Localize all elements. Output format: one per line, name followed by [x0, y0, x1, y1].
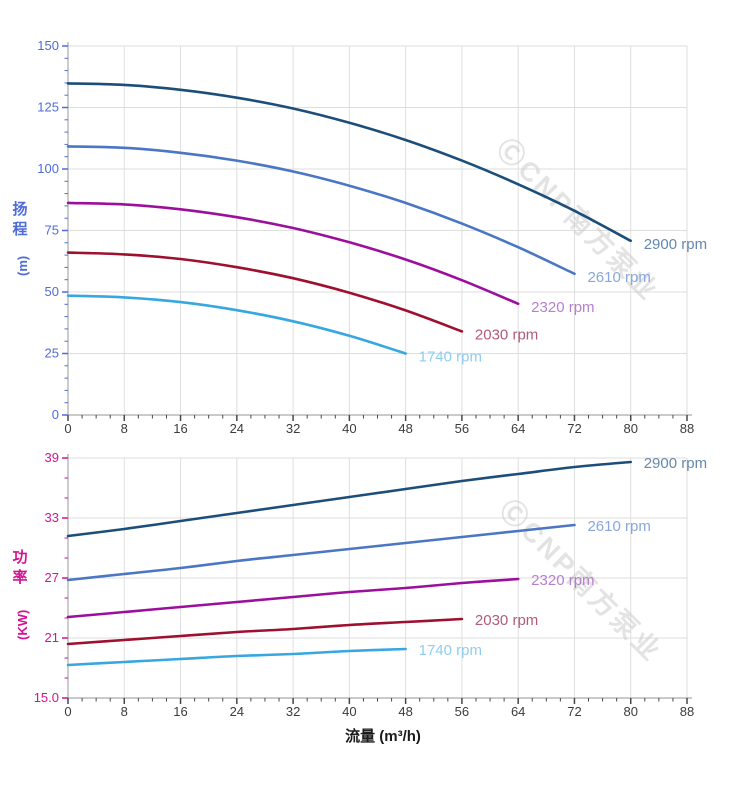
x-tick-label: 0 — [64, 704, 71, 719]
x-tick-label: 24 — [230, 421, 244, 436]
y-tick-label: 15.0 — [34, 690, 59, 705]
series-2320-rpm: 2320 rpm — [66, 201, 595, 316]
x-tick-label: 48 — [398, 704, 412, 719]
series-label: 2030 rpm — [475, 326, 538, 343]
y-axis-title-unit: (m) — [15, 256, 30, 276]
y-tick-label: 75 — [45, 223, 59, 238]
series-curve — [66, 577, 520, 619]
y-axis-title-char: 功 — [12, 549, 27, 566]
y-tick-label: 39 — [45, 450, 59, 465]
series-curve — [66, 647, 407, 667]
y-tick-label: 25 — [45, 346, 59, 361]
y-axis-title-unit: (KW) — [15, 610, 30, 640]
y-axis-title-char: 率 — [12, 568, 27, 586]
series-2610-rpm: 2610 rpm — [66, 145, 651, 286]
y-axis-title-char: 程 — [12, 221, 27, 238]
series-label: 2320 rpm — [531, 572, 594, 589]
axes: 0 8 16 24 32 40 48 56 64 72 80 88 15.0 21 27 33 39 流量 (m³… — [34, 450, 695, 745]
y-axis-title-char: 扬 — [12, 200, 27, 218]
x-tick-label: 8 — [121, 421, 128, 436]
series-1740-rpm: 1740 rpm — [66, 294, 482, 366]
series-curve — [66, 294, 407, 355]
series-curve — [66, 460, 632, 538]
x-tick-label: 48 — [398, 421, 412, 436]
series-curve — [66, 523, 576, 582]
x-tick-label: 32 — [286, 704, 300, 719]
x-tick-label: 64 — [511, 704, 525, 719]
series-curve — [66, 145, 576, 276]
series-2610-rpm: 2610 rpm — [66, 518, 651, 582]
series-2320-rpm: 2320 rpm — [66, 572, 595, 619]
x-tick-label: 80 — [623, 421, 637, 436]
series-label: 2900 rpm — [644, 455, 707, 472]
series-2030-rpm: 2030 rpm — [66, 612, 538, 646]
x-tick-label: 72 — [567, 704, 581, 719]
y-tick-label: 33 — [45, 510, 59, 525]
series-curve — [66, 82, 632, 243]
series-label: 2320 rpm — [531, 299, 594, 316]
x-tick-label: 64 — [511, 421, 525, 436]
series-2900-rpm: 2900 rpm — [66, 455, 707, 538]
x-tick-label: 88 — [680, 421, 694, 436]
x-tick-label: 88 — [680, 704, 694, 719]
y-tick-label: 21 — [45, 630, 59, 645]
x-tick-label: 0 — [64, 421, 71, 436]
y-tick-label: 150 — [37, 38, 59, 53]
x-tick-label: 8 — [121, 704, 128, 719]
x-tick-label: 16 — [173, 704, 187, 719]
series-label: 2610 rpm — [587, 269, 650, 286]
series-curve — [66, 617, 464, 646]
x-tick-label: 40 — [342, 704, 356, 719]
x-axis-title: 流量 (m³/h) — [345, 727, 421, 745]
series-label: 1740 rpm — [419, 642, 482, 659]
series-label: 2900 rpm — [644, 236, 707, 253]
axes: 0 8 16 24 32 40 48 56 64 72 80 88 0 25 50 75 100 125 150 — [37, 38, 694, 436]
x-tick-label: 24 — [230, 704, 244, 719]
grid — [68, 457, 688, 698]
series-curve — [66, 201, 520, 306]
series-label: 2030 rpm — [475, 612, 538, 629]
y-axis-title: 扬程 (m) — [12, 200, 30, 276]
x-tick-label: 32 — [286, 421, 300, 436]
x-tick-label: 56 — [455, 421, 469, 436]
series-label: 1740 rpm — [419, 349, 482, 366]
y-tick-label: 27 — [45, 570, 59, 585]
y-tick-label: 100 — [37, 161, 59, 176]
y-tick-label: 0 — [52, 407, 59, 422]
y-tick-label: 125 — [37, 100, 59, 115]
series-2900-rpm: 2900 rpm — [66, 82, 707, 253]
y-tick-label: 50 — [45, 284, 59, 299]
x-tick-label: 72 — [567, 421, 581, 436]
y-axis-title: 功率 (KW) — [12, 549, 30, 640]
x-tick-label: 40 — [342, 421, 356, 436]
series-2030-rpm: 2030 rpm — [66, 251, 538, 343]
series-1740-rpm: 1740 rpm — [66, 642, 482, 667]
series-label: 2610 rpm — [587, 518, 650, 535]
x-tick-label: 16 — [173, 421, 187, 436]
grid — [68, 45, 688, 415]
x-tick-label: 80 — [623, 704, 637, 719]
series-curve — [66, 251, 464, 333]
x-tick-label: 56 — [455, 704, 469, 719]
